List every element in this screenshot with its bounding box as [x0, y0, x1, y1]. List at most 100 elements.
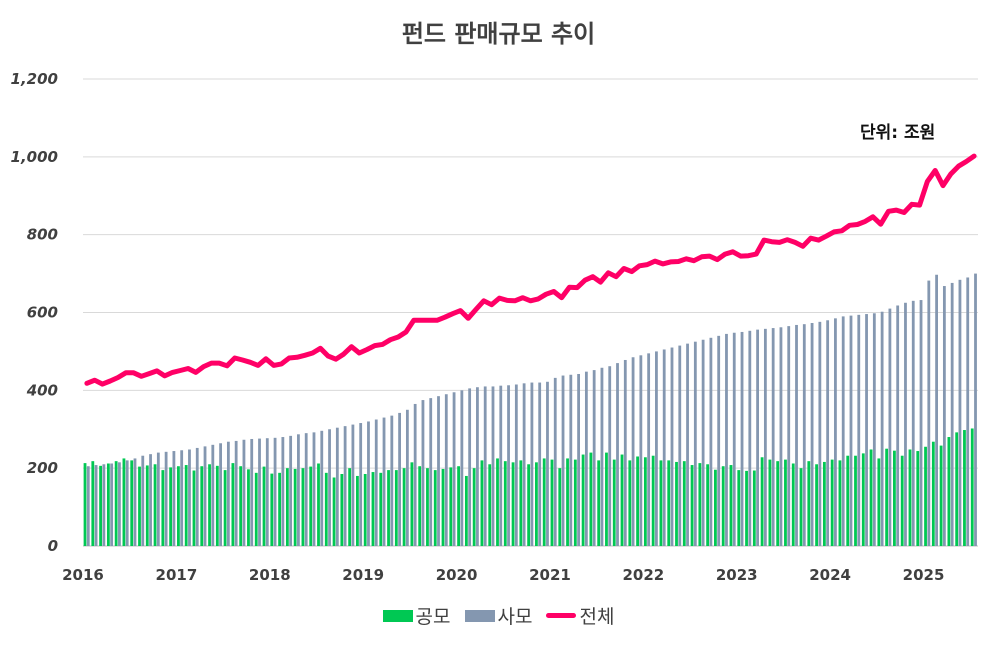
bar-public [114, 461, 118, 546]
bar-private [304, 433, 308, 546]
y-tick-label: 800 [27, 226, 58, 244]
bar-private [499, 385, 503, 546]
bar-public [581, 454, 585, 546]
bar-public [426, 468, 429, 546]
bar-public [542, 458, 546, 546]
bar-public [457, 466, 460, 546]
bar-private [655, 351, 658, 546]
bar-private [693, 341, 697, 546]
bar-public [900, 455, 904, 546]
legend-item-total: 전체 [546, 602, 614, 629]
bar-private [297, 434, 300, 546]
bar-public [939, 445, 943, 546]
bar-public [285, 468, 289, 546]
bar-private [102, 464, 106, 546]
bar-public [931, 441, 935, 546]
bar-public [573, 459, 577, 546]
bar-private [476, 387, 479, 546]
bar-private [740, 331, 744, 546]
bar-public [682, 461, 686, 546]
bar-private [273, 437, 277, 546]
bar-public [231, 463, 235, 546]
bar-private [795, 324, 798, 546]
bar-private [156, 452, 160, 546]
bar-private [195, 447, 199, 546]
bar-private [911, 300, 915, 546]
bar-public [215, 465, 219, 546]
bar-public [488, 464, 492, 546]
x-tick-label: 2023 [716, 566, 758, 584]
bar-public [363, 474, 367, 546]
bar-private [86, 466, 90, 546]
bar-public [122, 458, 126, 546]
bar-private [841, 316, 845, 546]
legend-label: 전체 [579, 606, 615, 628]
bar-public [822, 461, 826, 546]
bar-public [332, 477, 336, 546]
bar-private [444, 394, 448, 546]
bar-public [317, 463, 320, 546]
bar-public [535, 462, 538, 546]
bar-private [265, 438, 269, 546]
bar-private [717, 335, 721, 546]
bar-public [208, 464, 211, 546]
bar-public [402, 468, 406, 546]
bar-private [802, 324, 806, 546]
bar-private [538, 382, 542, 546]
bar-private [950, 282, 954, 546]
bar-public [667, 460, 671, 546]
bar-private [234, 440, 238, 546]
y-tick-label: 600 [27, 304, 58, 322]
bar-public [394, 470, 398, 546]
bar-public [270, 473, 274, 546]
bar-public [410, 462, 414, 546]
bar-public [130, 460, 134, 546]
bar-private [437, 396, 440, 546]
bar-public [558, 468, 562, 546]
x-tick-label: 2020 [436, 566, 478, 584]
bar-public [348, 468, 352, 546]
bar-public [566, 458, 569, 546]
legend-label: 사모 [497, 606, 533, 628]
bar-public [371, 472, 375, 546]
bar-public [161, 470, 165, 546]
bar-private [888, 308, 892, 546]
legend-swatch-public [382, 609, 413, 622]
bar-private [320, 430, 324, 546]
bar-private [974, 273, 977, 546]
bar-public [503, 461, 507, 546]
bar-private [577, 373, 580, 546]
bar-public [441, 468, 445, 546]
bar-public [698, 463, 702, 546]
bar-private [507, 385, 510, 546]
bar-public [278, 472, 281, 546]
bar-public [885, 448, 889, 546]
bar-private [865, 314, 868, 546]
bar-private [281, 437, 285, 546]
bar-private [514, 384, 518, 546]
bar-public [589, 452, 593, 546]
bar-private [569, 374, 573, 546]
bar-private [942, 286, 946, 546]
bar-private [857, 314, 861, 546]
bar-private [904, 302, 907, 546]
bar-public [324, 472, 328, 546]
bar-public [846, 455, 850, 546]
bar-private [374, 419, 378, 546]
x-tick-label: 2024 [809, 566, 851, 584]
bar-public [893, 450, 896, 546]
bar-private [211, 444, 215, 546]
bar-public [815, 464, 818, 546]
bar-public [854, 455, 857, 546]
bar-public [791, 463, 795, 546]
bar-private [164, 451, 168, 546]
bar-public [877, 458, 881, 546]
bar-private [118, 462, 121, 546]
bar-public [293, 468, 297, 546]
line-total [84, 153, 977, 387]
bar-private [289, 435, 293, 546]
bar-public [192, 470, 196, 546]
bar-public [955, 432, 959, 546]
